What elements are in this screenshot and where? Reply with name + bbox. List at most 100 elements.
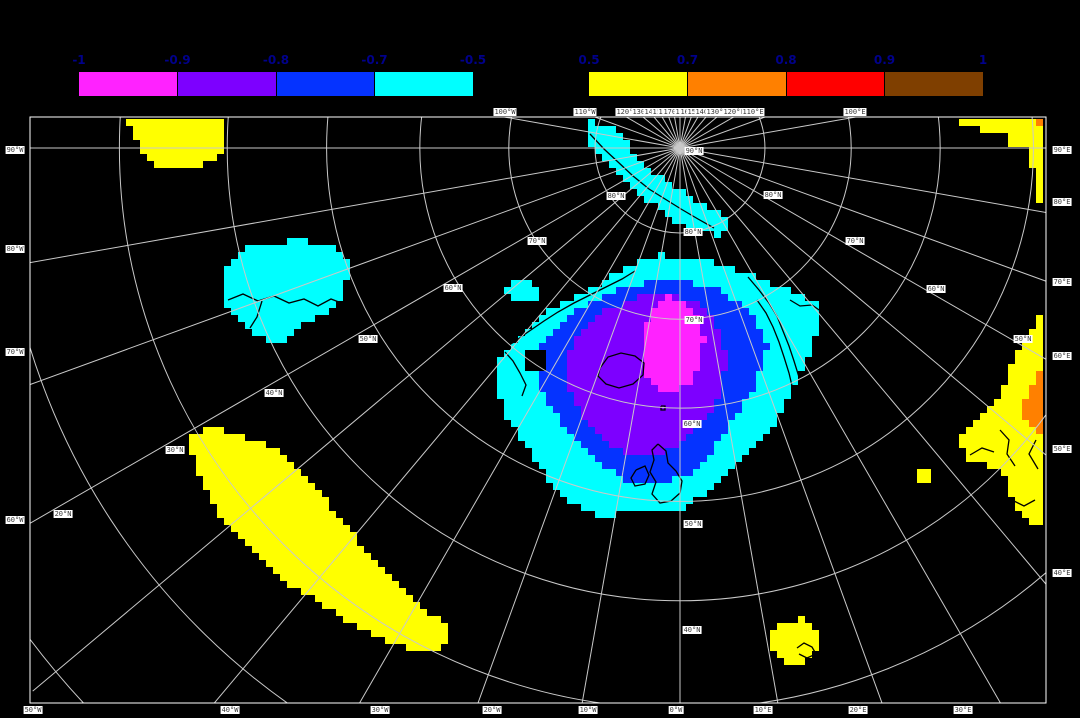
positive-colorbar-segment-orange [687,72,787,96]
meridian-10 [679,147,779,703]
lat-tick-label: 90°N [684,147,704,155]
negative-colorbar-tick: -1 [72,53,86,67]
patch-cyan-alaska [224,238,350,343]
positive-colorbar-tick: 0.7 [676,53,699,67]
meridian--10 [581,147,681,703]
meridian-80 [679,147,1046,214]
map-patches [126,119,1043,665]
coastline-mediterranean-coast [796,642,817,659]
positive-colorbar-segment-yellow [589,72,688,96]
lon-tick-label: 130°E [705,108,729,116]
coastline-greenland-se-branch [504,351,527,397]
lon-tick-label: 70°E [1052,278,1072,286]
patch-greenland-interior-gap [525,350,546,371]
lon-tick-label: 80°E [1052,198,1072,206]
coastline-kola-coast [789,299,823,313]
lat-tick-label: 80°N [683,228,703,236]
negative-colorbar-tick: -0.7 [361,53,388,67]
lon-tick-label: 120°E [722,108,746,116]
meridian-20 [679,147,883,703]
lon-tick-label: 60°W [5,516,25,524]
lat-tick-label: 50°N [358,335,378,343]
coastline-norway-fjords [756,299,798,408]
meridian--80 [30,147,681,264]
meridian-40 [679,147,1046,585]
negative-colorbar-segment-blue [276,72,376,96]
lat-tick-label: 50°N [683,520,703,528]
lat-tick-label: 20°N [53,510,73,518]
negative-colorbar-segment-cyan [375,72,473,96]
coastline-alaska-river [249,300,263,329]
lat-tick-label: 60°N [682,420,702,428]
meridian--50 [32,147,681,692]
map-frame [29,116,1047,704]
patch-yellow-northwest-top [126,119,224,168]
lon-tick-label: 30°E [953,706,973,714]
coastline-faroe [660,405,666,411]
meridian-70 [679,147,1046,282]
lat-tick-label: 60°N [443,284,463,292]
negative-colorbar-bar [79,72,473,96]
lat-tick-label: 70°N [845,237,865,245]
negative-colorbar-tick: -0.9 [164,53,191,67]
lat-tick-label: 40°N [264,389,284,397]
lon-tick-label: 60°E [1052,352,1072,360]
lon-tick-label: 50°W [23,706,43,714]
lat-tick-label: 80°N [606,192,626,200]
coastline-great-britain [649,443,683,504]
lon-tick-label: 110°E [741,108,765,116]
coastline-caspian-border-1 [999,429,1016,467]
lon-tick-label: 120°W [615,108,639,116]
meridian--100 [501,117,681,149]
lon-tick-label: 100°E [843,108,867,116]
positive-colorbar: 0.5 0.7 0.8 0.9 1 [578,53,987,96]
negative-colorbar: -1 -0.9 -0.8 -0.7 -0.5 [72,53,486,96]
lon-tick-label: 50°E [1052,445,1072,453]
meridian--40 [213,147,681,703]
meridian--70 [30,147,681,386]
patch-main-negative-magenta [644,294,707,392]
negative-colorbar-segment-magenta [79,72,178,96]
positive-colorbar-tick: 0.5 [578,53,600,67]
negative-colorbar-tick: -0.5 [459,53,487,67]
meridian--20 [477,147,681,703]
lon-tick-label: 30°W [370,706,390,714]
meridian-100 [679,117,859,149]
positive-colorbar-tick: 0.9 [873,53,896,67]
positive-colorbar-tick: 1 [978,53,988,67]
lon-tick-label: 40°W [220,706,240,714]
coastline-caspian-border-4 [969,447,995,456]
positive-colorbar-bar [589,72,983,96]
lon-tick-label: 170°W [662,108,686,116]
coastline-caspian-border-3 [1011,499,1036,507]
patch-cyan-north-greenland [588,119,728,238]
patch-cyan-west-greenland [504,280,539,301]
lon-tick-label: 110°W [573,108,597,116]
lat-tick-label: 60°N [926,285,946,293]
lat-tick-label: 50°N [1013,335,1033,343]
lat-tick-label: 40°N [682,626,702,634]
lat-tick-label: 80°N [763,191,783,199]
coastline-iceland [597,352,645,389]
positive-colorbar-segment-brown [885,72,983,96]
patch-yellow-south-mediterranean [770,616,819,665]
lat-tick-label: 70°N [527,237,547,245]
patch-orange-top-right-corner [1036,119,1043,126]
lon-tick-label: 70°W [5,348,25,356]
lon-tick-label: 130°W [631,108,655,116]
meridian--30 [358,147,681,703]
meridian-50 [679,147,1046,456]
patch-yellow-caspian-west-dot [917,469,931,483]
lon-tick-label: 10°W [578,706,598,714]
lat-tick-label: 30°N [165,446,185,454]
lon-tick-label: 40°E [1052,569,1072,577]
positive-colorbar-tick: 0.8 [775,53,797,67]
coastline-ireland [630,465,650,487]
lon-tick-label: 90°E [1052,146,1072,154]
lat-tick-label: 70°N [684,316,704,324]
lon-tick-label: 10°E [753,706,773,714]
